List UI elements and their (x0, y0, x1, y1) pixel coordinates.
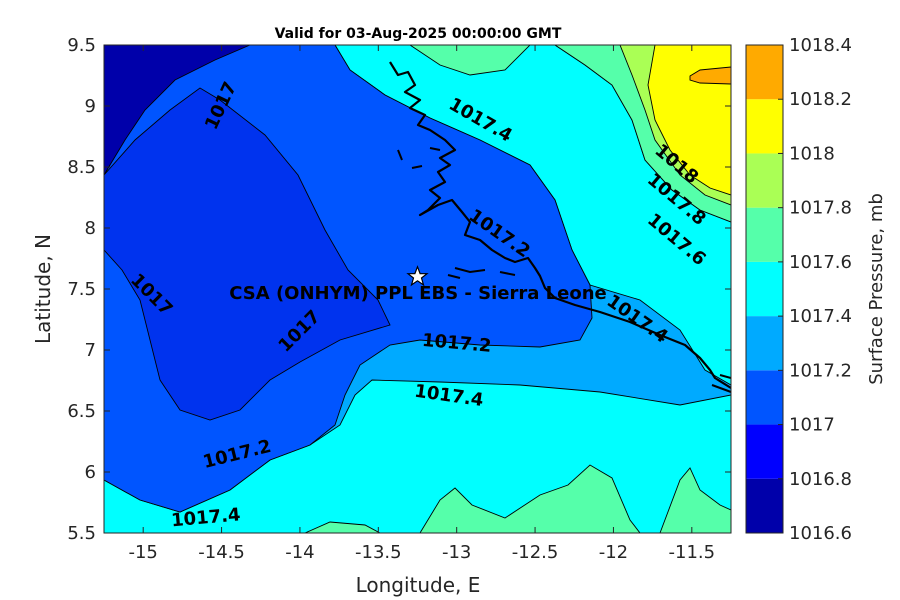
colorbar-tick-label: 1016.8 (789, 469, 852, 490)
colorbar-frame (745, 44, 784, 534)
colorbar-tick-label: 1018.4 (789, 35, 852, 56)
colorbar-segment (746, 45, 783, 100)
site-label: CSA (ONHYM) PPL EBS - Sierra Leone (229, 283, 606, 304)
colorbar-tick-label: 1017.4 (789, 306, 852, 327)
y-tick-label: 8.5 (67, 157, 96, 178)
colorbar-segment (746, 478, 783, 533)
colorbar-segment (746, 153, 783, 208)
x-tick-label: -13.5 (355, 542, 402, 563)
band-1018.2-1018.4 (689, 66, 731, 85)
x-tick-label: -11.5 (669, 542, 716, 563)
x-tick-label: -12.5 (512, 542, 559, 563)
colorbar-segment (746, 424, 783, 479)
colorbar-tick-label: 1018 (789, 143, 835, 164)
y-tick-label: 6 (85, 462, 96, 483)
x-tick-label: -12 (599, 542, 628, 563)
colorbar-tick-label: 1017.8 (789, 198, 852, 219)
colorbar: 1016.6 1016.8 1017 1017.2 1017.4 1017.6 1017.8… (745, 35, 852, 544)
x-tick-label: -14.5 (198, 542, 245, 563)
colorbar-label: Surface Pressure, mb (866, 193, 887, 385)
colorbar-tick-label: 1017.6 (789, 252, 852, 273)
band-1016.6-1016.8 (104, 45, 251, 176)
y-tick-label: 9 (85, 96, 96, 117)
x-tick-label: -13 (442, 542, 471, 563)
colorbar-tick-label: 1016.6 (789, 523, 852, 544)
band-1017.6-1017.8-north (409, 45, 531, 76)
colorbar-segment (746, 261, 783, 317)
band-1017.6-1017.8-south-c (304, 521, 381, 533)
map-plot-area (104, 45, 731, 533)
y-tick-label: 6.5 (67, 401, 96, 422)
coastline-islands (397, 147, 731, 393)
site-star-icon (406, 265, 429, 287)
y-tick-label: 9.5 (67, 35, 96, 56)
colorbar-segment (746, 99, 783, 154)
band-1017.6-1017.8-south-b (659, 467, 731, 533)
colorbar-tick-label: 1017.2 (789, 360, 852, 381)
x-tick-label: -15 (128, 542, 157, 563)
coastline (389, 61, 731, 389)
band-1016.8-1017 (104, 87, 391, 421)
figure-title: Valid for 03-Aug-2025 00:00:00 GMT (275, 26, 562, 42)
colorbar-segment (746, 207, 783, 262)
y-axis-ticks: 5.5 6 6.5 7 7.5 8 8.5 9 9.5 (67, 35, 731, 544)
y-tick-label: 5.5 (67, 523, 96, 544)
site-marker (406, 265, 429, 287)
x-tick-label: -14 (285, 542, 314, 563)
x-axis-label: Longitude, E (356, 573, 481, 597)
colorbar-tick-label: 1017 (789, 415, 835, 436)
y-tick-label: 7 (85, 340, 96, 361)
band-1017.6-1017.8-south-a (419, 464, 641, 533)
y-tick-label: 8 (85, 218, 96, 239)
colorbar-segment (746, 370, 783, 425)
y-axis-label: Latitude, N (31, 234, 55, 344)
colorbar-tick-label: 1018.2 (789, 89, 852, 110)
x-axis-ticks: -15 -14.5 -14 -13.5 -13 -12.5 -12 -11.5 (128, 45, 715, 563)
colorbar-segment (746, 316, 783, 371)
y-tick-label: 7.5 (67, 279, 96, 300)
